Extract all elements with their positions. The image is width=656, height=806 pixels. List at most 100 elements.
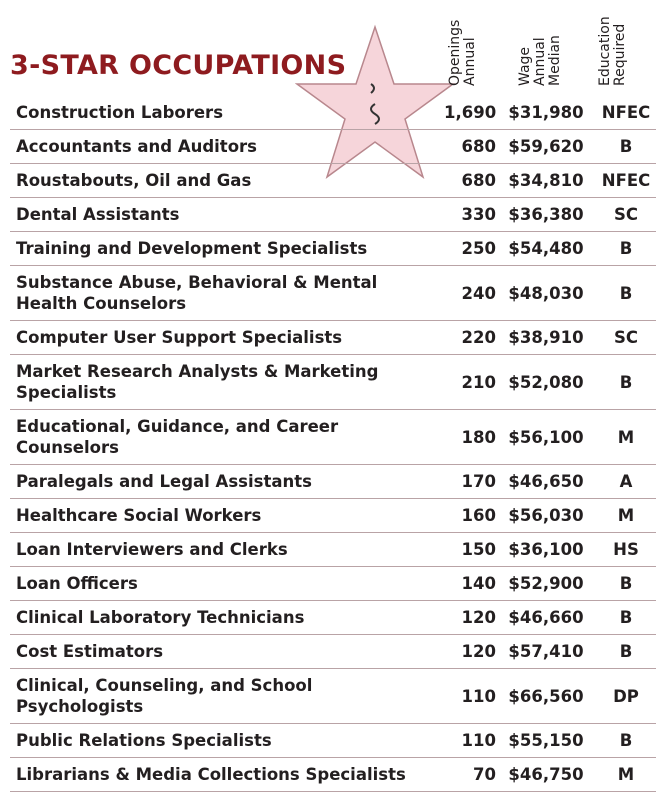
cell: M [617,765,635,784]
cell: Educational, Guidance, and Career Counse… [16,417,339,457]
cell: Market Research Analysts & Marketing Spe… [16,362,379,402]
header-line: Annual [462,37,478,86]
cell: $38,910 [508,328,584,347]
cell: NFEC [601,171,651,190]
cell: $59,620 [508,137,584,156]
cell: 240 [461,283,496,303]
cell: 70 [473,765,496,784]
cell: $52,900 [508,574,584,593]
table-row: Dental Assistants 330 $36,380 SC [10,198,656,232]
cell: $56,100 [508,427,584,447]
cell: 140 [461,574,496,593]
cell: 120 [461,642,496,661]
cell: $46,650 [508,472,584,491]
table-row: Loan Interviewers and Clerks 150 $36,100 HS [10,533,656,567]
table-row: Paralegals and Legal Assistants 170 $46,65… [10,465,656,499]
table-row: Clinical, Counseling, and School Psychol… [10,669,656,724]
cell: $34,810 [508,171,584,190]
cell: 150 [461,540,496,559]
header-line: Annual [532,37,548,86]
table-row: Market Research Analysts & Marketing Spe… [10,355,656,410]
cell: HS [613,540,639,559]
header-line: Required [612,23,628,86]
cell: Loan Officers [16,574,138,593]
column-header: Required Education [597,2,628,86]
cell: B [619,608,633,627]
table-row: Accountants and Auditors 680 $59,620 B [10,130,656,164]
cell: $46,660 [508,608,584,627]
title: 3-STAR OCCUPATIONS [10,50,347,81]
table-row: Educational, Guidance, and Career Counse… [10,410,656,465]
cell: Public Relations Specialists [16,731,272,750]
cell: 680 [461,137,496,156]
cell: A [619,472,633,491]
cell: $52,080 [508,372,584,392]
cell: 120 [461,608,496,627]
table-row: Computer User Support Specialists 220 $38,… [10,321,656,355]
cell: Accountants and Auditors [16,137,257,156]
header-line: Education [597,16,613,86]
star-icon [295,24,455,179]
column-header: Median Annual Wage [517,2,563,86]
header-line: Wage [517,46,533,86]
cell: Librarians & Media Collections Specialis… [16,765,406,784]
cell: 110 [461,731,496,750]
header-line: Openings [447,19,463,86]
cell: B [619,283,633,303]
cell: 1,690 [444,103,497,122]
table-row: Training and Development Specialists 250 $… [10,232,656,266]
cell: Paralegals and Legal Assistants [16,472,312,491]
cell: Training and Development Specialists [16,239,368,258]
cell: 170 [461,472,496,491]
cell: $66,560 [508,686,584,706]
cell: $36,380 [508,205,584,224]
header-line: Median [547,35,563,86]
column-header: Annual Openings [447,2,478,86]
cell: B [619,372,633,392]
cell: 680 [461,171,496,190]
cell: Healthcare Social Workers [16,506,262,525]
cell: $48,030 [508,283,584,303]
cell: M [617,427,635,447]
table-row: Healthcare Social Workers 160 $56,030 M [10,499,656,533]
cell: M [617,506,635,525]
cell: 330 [461,205,496,224]
cell: 180 [461,427,496,447]
cell: 110 [461,686,496,706]
table-row: Roustabouts, Oil and Gas 680 $34,810 NFEC [10,164,656,198]
cell: $31,980 [508,103,584,122]
table: Construction Laborers 1,690 $31,980 NFEC Acc… [10,96,656,792]
cell: $57,410 [508,642,584,661]
cell: B [619,642,633,661]
table-row: Librarians & Media Collections Specialis… [10,758,656,792]
cell: $55,150 [508,731,584,750]
cell: 160 [461,506,496,525]
cell: Substance Abuse, Behavioral & Mental Hea… [16,273,378,313]
cell: B [619,574,633,593]
cell: Cost Estimators [16,642,164,661]
cell: 220 [461,328,496,347]
table-row: Cost Estimators 120 $57,410 B [10,635,656,669]
cell: Dental Assistants [16,205,180,224]
cell: Clinical Laboratory Technicians [16,608,305,627]
cell: B [619,239,633,258]
table-row: Public Relations Specialists 110 $55,150 B [10,724,656,758]
cell: Loan Interviewers and Clerks [16,540,288,559]
cell: Roustabouts, Oil and Gas [16,171,252,190]
cell: NFEC [601,103,651,122]
cell: Construction Laborers [16,103,224,122]
cell: $54,480 [508,239,584,258]
table-row: Substance Abuse, Behavioral & Mental Hea… [10,266,656,321]
table-row: Clinical Laboratory Technicians 120 $46,66… [10,601,656,635]
cell: 250 [461,239,496,258]
cell: SC [614,205,638,224]
cell: Clinical, Counseling, and School Psychol… [16,676,313,716]
cell: B [619,731,633,750]
cell: $46,750 [508,765,584,784]
cell: $36,100 [508,540,584,559]
cell: B [619,137,633,156]
cell: DP [613,686,639,706]
cell: Computer User Support Specialists [16,328,343,347]
cell: SC [614,328,638,347]
